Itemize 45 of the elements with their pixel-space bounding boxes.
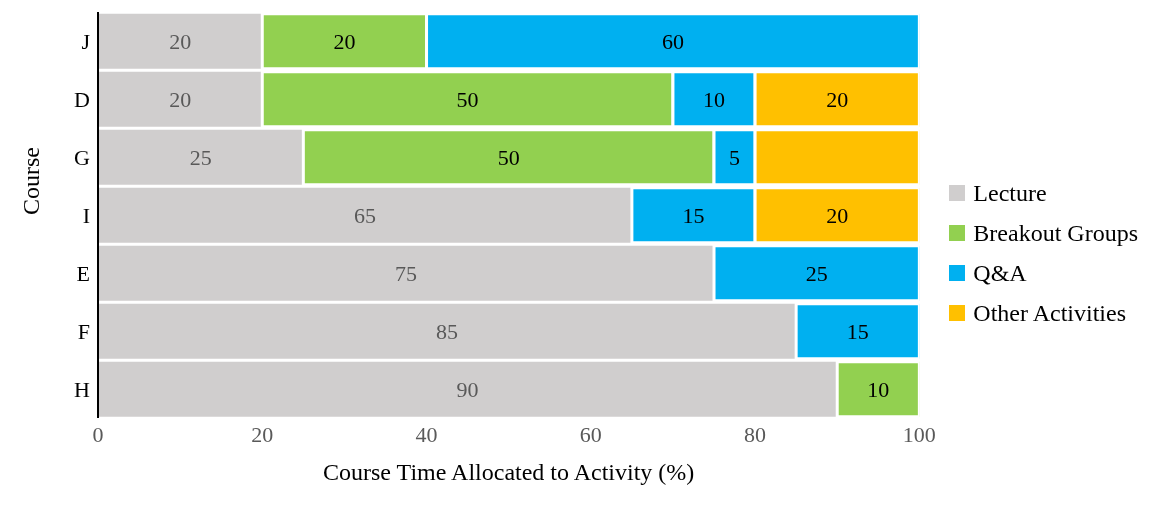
data-label: 85 bbox=[436, 319, 459, 345]
data-label: 20 bbox=[826, 203, 849, 229]
data-label: 75 bbox=[395, 261, 418, 287]
data-label: 90 bbox=[456, 377, 479, 403]
y-tick-label: J bbox=[81, 28, 91, 54]
x-tick-label: 40 bbox=[415, 421, 438, 447]
data-label: 10 bbox=[867, 377, 890, 403]
y-tick-label: F bbox=[77, 318, 90, 344]
x-tick-label: 20 bbox=[251, 421, 274, 447]
y-axis-title: Course bbox=[17, 147, 44, 215]
legend-label: Q&A bbox=[973, 259, 1027, 288]
bar bbox=[98, 245, 715, 301]
x-tick-label: 80 bbox=[744, 421, 767, 447]
legend-label: Other Activities bbox=[973, 299, 1126, 328]
data-label: 65 bbox=[353, 203, 376, 229]
data-label: 25 bbox=[805, 261, 828, 287]
y-tick-label: H bbox=[74, 376, 91, 402]
data-label: 25 bbox=[189, 145, 212, 171]
legend-label: Breakout Groups bbox=[973, 219, 1138, 248]
y-tick-label: G bbox=[74, 144, 91, 170]
data-label: 20 bbox=[826, 87, 849, 113]
y-tick-label: I bbox=[82, 202, 90, 228]
data-label: 20 bbox=[169, 29, 192, 55]
data-label: 10 bbox=[703, 87, 726, 113]
data-label: 20 bbox=[169, 87, 192, 113]
bar bbox=[98, 187, 632, 243]
data-label: 15 bbox=[682, 203, 705, 229]
data-label: 15 bbox=[846, 319, 869, 345]
x-tick-label: 100 bbox=[902, 421, 936, 447]
bar bbox=[98, 13, 263, 69]
x-axis-title: Course Time Allocated to Activity (%) bbox=[323, 459, 695, 485]
data-label: 50 bbox=[497, 145, 520, 171]
data-label: 50 bbox=[456, 87, 479, 113]
x-tick-label: 0 bbox=[92, 421, 104, 447]
bar bbox=[98, 303, 797, 359]
data-label: 60 bbox=[661, 29, 684, 55]
y-tick-label: E bbox=[76, 260, 90, 286]
bar bbox=[98, 71, 263, 127]
y-tick-label: D bbox=[74, 86, 90, 112]
bar bbox=[98, 361, 838, 417]
legend-label: Lecture bbox=[973, 179, 1047, 208]
data-label: 5 bbox=[729, 145, 741, 171]
x-tick-label: 60 bbox=[579, 421, 602, 447]
data-label: 20 bbox=[333, 29, 356, 55]
bar bbox=[98, 129, 304, 185]
